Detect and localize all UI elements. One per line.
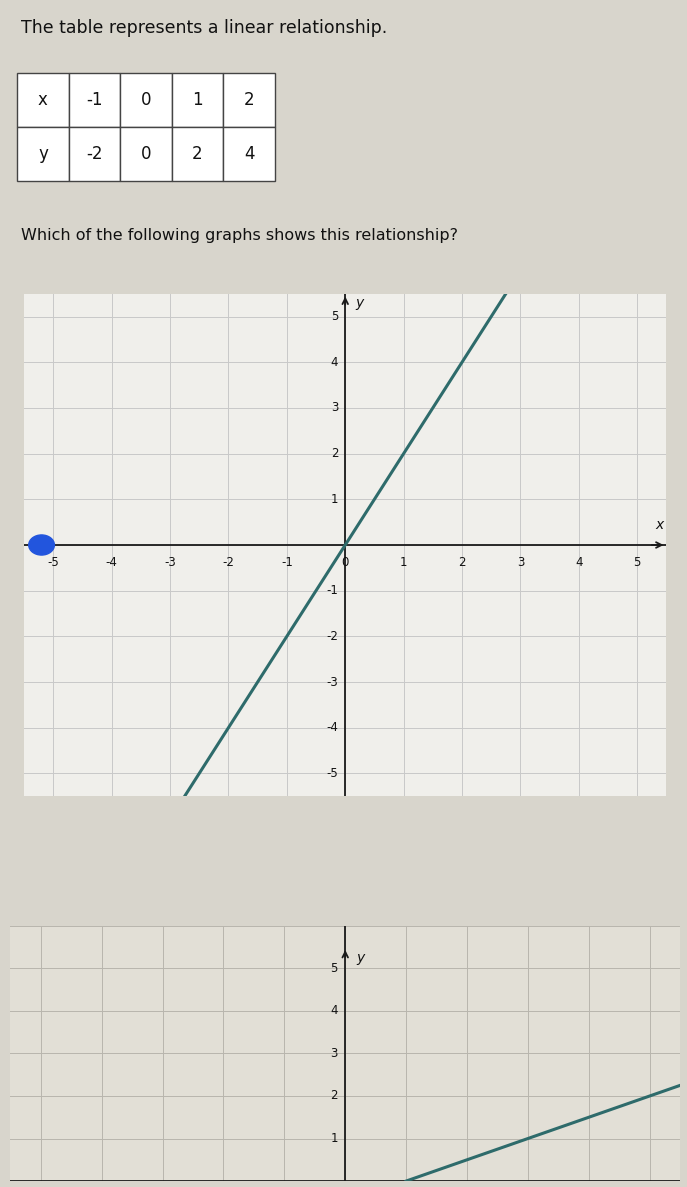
Text: 1: 1 (330, 493, 338, 506)
Text: 3: 3 (330, 1047, 338, 1060)
Bar (223, 72, 275, 127)
Bar (17, 127, 69, 180)
Text: -3: -3 (326, 675, 338, 688)
Text: 3: 3 (517, 557, 524, 570)
Text: -3: -3 (164, 557, 176, 570)
Text: 1: 1 (330, 1132, 338, 1145)
Text: -1: -1 (326, 584, 338, 597)
Text: x: x (38, 91, 48, 109)
Text: 4: 4 (575, 557, 583, 570)
Bar (223, 127, 275, 180)
Text: 2: 2 (192, 145, 203, 163)
Text: 0: 0 (141, 91, 151, 109)
Text: 4: 4 (330, 1004, 338, 1017)
Text: 1: 1 (400, 557, 407, 570)
Text: 5: 5 (330, 961, 338, 975)
Text: 2: 2 (458, 557, 466, 570)
Text: 1: 1 (192, 91, 203, 109)
Circle shape (29, 535, 54, 556)
Text: -5: -5 (326, 767, 338, 780)
Bar (69, 72, 120, 127)
Text: y: y (356, 296, 364, 310)
Text: y: y (38, 145, 48, 163)
Bar (17, 72, 69, 127)
Text: -1: -1 (281, 557, 293, 570)
Text: -2: -2 (86, 145, 103, 163)
Bar (120, 127, 172, 180)
Text: Which of the following graphs shows this relationship?: Which of the following graphs shows this… (21, 228, 458, 243)
Text: x: x (655, 519, 664, 532)
Text: -5: -5 (47, 557, 59, 570)
Text: -4: -4 (326, 722, 338, 735)
Text: -2: -2 (223, 557, 234, 570)
Text: 5: 5 (331, 310, 338, 323)
Text: The table represents a linear relationship.: The table represents a linear relationsh… (21, 19, 387, 37)
Bar (172, 72, 223, 127)
Text: -4: -4 (106, 557, 117, 570)
Bar (120, 72, 172, 127)
Text: y: y (356, 952, 364, 965)
Text: 2: 2 (330, 1090, 338, 1103)
Text: 0: 0 (341, 557, 349, 570)
Text: -1: -1 (86, 91, 103, 109)
Text: -2: -2 (326, 630, 338, 643)
Bar (69, 127, 120, 180)
Text: 2: 2 (244, 91, 254, 109)
Bar (172, 127, 223, 180)
Text: 4: 4 (330, 356, 338, 369)
Text: 3: 3 (331, 401, 338, 414)
Text: 4: 4 (244, 145, 254, 163)
Text: 2: 2 (330, 447, 338, 461)
Text: 0: 0 (141, 145, 151, 163)
Text: 5: 5 (633, 557, 641, 570)
